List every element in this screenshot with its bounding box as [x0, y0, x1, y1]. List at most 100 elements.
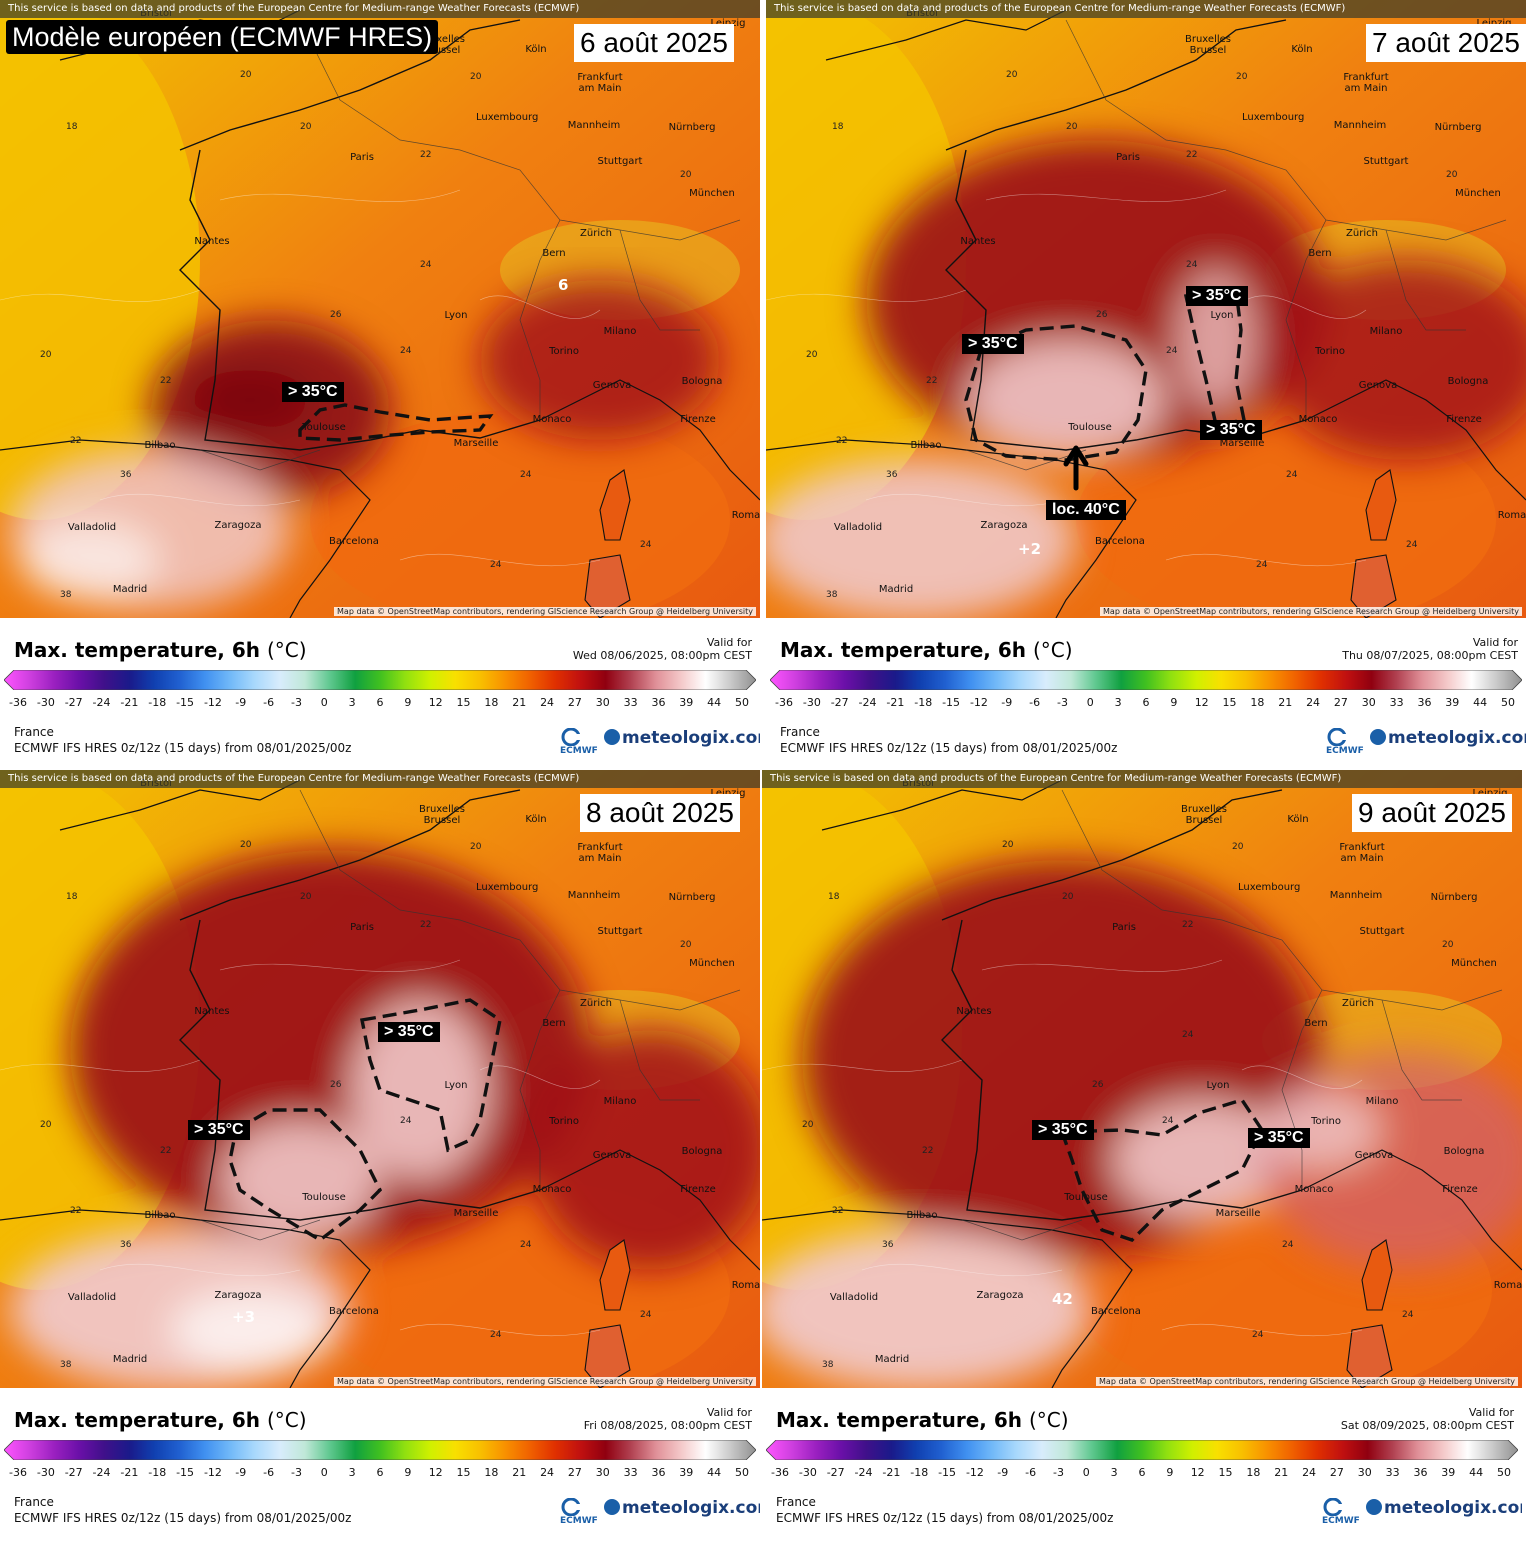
colorbar-ticks: -36 -30 -27 -24 -21 -18 -15 -12 -9 -6 -3 0 3 6 9 12 15 18…	[771, 1466, 1511, 1480]
borders	[961, 789, 1503, 1241]
colorbar-tick: -21	[120, 1466, 139, 1479]
city-label: Bruxelles Brussel	[1181, 804, 1227, 826]
city-label: Torino	[1315, 346, 1345, 357]
map-canvas	[0, 770, 760, 1388]
isotherm-value: 24	[520, 470, 532, 480]
colorbar-tick: -6	[1029, 696, 1041, 709]
city-label: Barcelona	[1095, 536, 1145, 547]
isotherm-value: 22	[1182, 920, 1194, 930]
attribution-bottom[interactable]: Map data © OpenStreetMap contributors, r…	[1100, 607, 1522, 616]
isotherm-value: 38	[60, 590, 72, 600]
ecmwf-icon	[1327, 727, 1348, 747]
colorbar-tick: 21	[512, 1466, 527, 1479]
isotherm-value: 20	[1446, 170, 1458, 180]
isotherm-value: 22	[160, 376, 172, 386]
colorbar-tick: -3	[1056, 696, 1068, 709]
isotherm-value: 20	[240, 840, 252, 850]
ecmwf-logo[interactable]: ECMWF	[560, 1497, 600, 1530]
coastline-france	[179, 19, 541, 451]
attribution-top: This service is based on data and produc…	[762, 770, 1522, 788]
isotherm-value: 20	[806, 350, 818, 360]
city-label: Firenze	[1446, 414, 1482, 425]
valid-datetime: Fri 08/08/2025, 08:00pm CEST	[583, 1419, 752, 1432]
city-label: Paris	[1116, 152, 1140, 163]
city-label: München	[689, 958, 735, 969]
ecmwf-logo[interactable]: ECMWF	[560, 727, 600, 760]
meteologix-text: meteologix.com	[1388, 728, 1526, 748]
meteologix-logo[interactable]: meteologix.com	[604, 1498, 760, 1518]
forecast-date: 9 août 2025	[1352, 794, 1512, 832]
city-label: Mannheim	[567, 120, 621, 131]
city-label: Zaragoza	[214, 1290, 262, 1301]
colorbar-tick: 18	[1250, 696, 1265, 709]
colorbar-tick: -18	[914, 696, 933, 709]
city-label: Bilbao	[144, 1210, 176, 1221]
isotherm-value: 20	[1002, 840, 1014, 850]
colorbar-tick: 30	[1361, 696, 1376, 709]
attribution-bottom[interactable]: Map data © OpenStreetMap contributors, r…	[1096, 1377, 1518, 1386]
region-info: France ECMWF IFS HRES 0z/12z (15 days) fr…	[776, 1494, 1113, 1526]
threshold-callout: loc. 40°C	[1046, 500, 1126, 520]
colorbar-tick: 3	[348, 696, 356, 709]
city-label: Barcelona	[329, 1306, 379, 1317]
city-label: Monaco	[1298, 414, 1338, 425]
legend-unit: (°C)	[1028, 1408, 1069, 1432]
isotherm-value: 24	[1406, 540, 1418, 550]
ecmwf-logo-text: ECMWF	[560, 746, 598, 756]
colorbar-tick: -18	[910, 1466, 929, 1479]
city-label: Köln	[525, 44, 547, 55]
region-info: France ECMWF IFS HRES 0z/12z (15 days) fr…	[780, 724, 1117, 756]
meteologix-logo[interactable]: meteologix.com	[1366, 1498, 1522, 1518]
meteologix-logo[interactable]: meteologix.com	[1370, 728, 1526, 748]
isotherm-value: 24	[1182, 1030, 1194, 1040]
heat-blob	[1262, 1090, 1382, 1170]
city-label: Bologna	[1443, 1146, 1485, 1157]
valid-label: Valid for	[1468, 1406, 1514, 1419]
attribution-bottom[interactable]: Map data © OpenStreetMap contributors, r…	[334, 607, 756, 616]
corsica	[599, 469, 631, 541]
valid-label: Valid for	[706, 636, 752, 649]
mediterranean-sea	[310, 410, 730, 618]
city-label: Bilbao	[910, 440, 942, 451]
ecmwf-logo[interactable]: ECMWF	[1322, 1497, 1362, 1530]
isotherm-value: 22	[832, 1206, 844, 1216]
meteologix-logo[interactable]: meteologix.com	[604, 728, 760, 748]
ecmwf-logo[interactable]: ECMWF	[1326, 727, 1366, 760]
isotherm-value: 20	[680, 170, 692, 180]
city-label: Marseille	[453, 438, 499, 449]
city-label: Lyon	[1206, 1080, 1230, 1091]
colorbar-tick: 24	[540, 696, 555, 709]
isotherm-value: 36	[120, 1240, 132, 1250]
ecmwf-icon	[561, 1497, 582, 1517]
forecast-date: 7 août 2025	[1366, 24, 1526, 62]
colorbar-tick: -15	[176, 1466, 195, 1479]
colorbar-tick: 6	[1142, 696, 1150, 709]
coastline-italy	[539, 379, 760, 501]
colorbar-tick: 21	[1274, 1466, 1289, 1479]
city-label: Monaco	[532, 1184, 572, 1195]
city-label: Zürich	[580, 998, 612, 1009]
threshold-callout: > 35°C	[378, 1022, 440, 1042]
attribution-bottom[interactable]: Map data © OpenStreetMap contributors, r…	[334, 1377, 756, 1386]
colorbar-tick: -12	[203, 696, 222, 709]
city-label: Firenze	[1442, 1184, 1478, 1195]
city-label: Nürnberg	[668, 892, 716, 903]
colorbar-tick: -18	[148, 696, 167, 709]
ecmwf-logo-text: ECMWF	[560, 1516, 598, 1526]
isotherm-value: 24	[1186, 260, 1198, 270]
city-label: Valladolid	[829, 1292, 879, 1303]
isotherm-value: 24	[520, 1240, 532, 1250]
city-label: Stuttgart	[597, 926, 643, 937]
valid-time: Valid for Thu 08/07/2025, 08:00pm CEST	[1342, 636, 1518, 662]
local-max-value: +3	[232, 1308, 256, 1326]
contour-35c	[964, 324, 1148, 462]
legend-unit: (°C)	[266, 1408, 307, 1432]
run-info: ECMWF IFS HRES 0z/12z (15 days) from 08/…	[14, 1511, 352, 1525]
city-label: Madrid	[878, 584, 914, 595]
globe-icon	[604, 1499, 620, 1515]
isotherm-value: 20	[1062, 892, 1074, 902]
city-label: Nantes	[960, 236, 996, 247]
city-label: Paris	[350, 152, 374, 163]
city-label: Luxembourg	[476, 882, 539, 893]
colorbar-tick: 12	[428, 1466, 443, 1479]
